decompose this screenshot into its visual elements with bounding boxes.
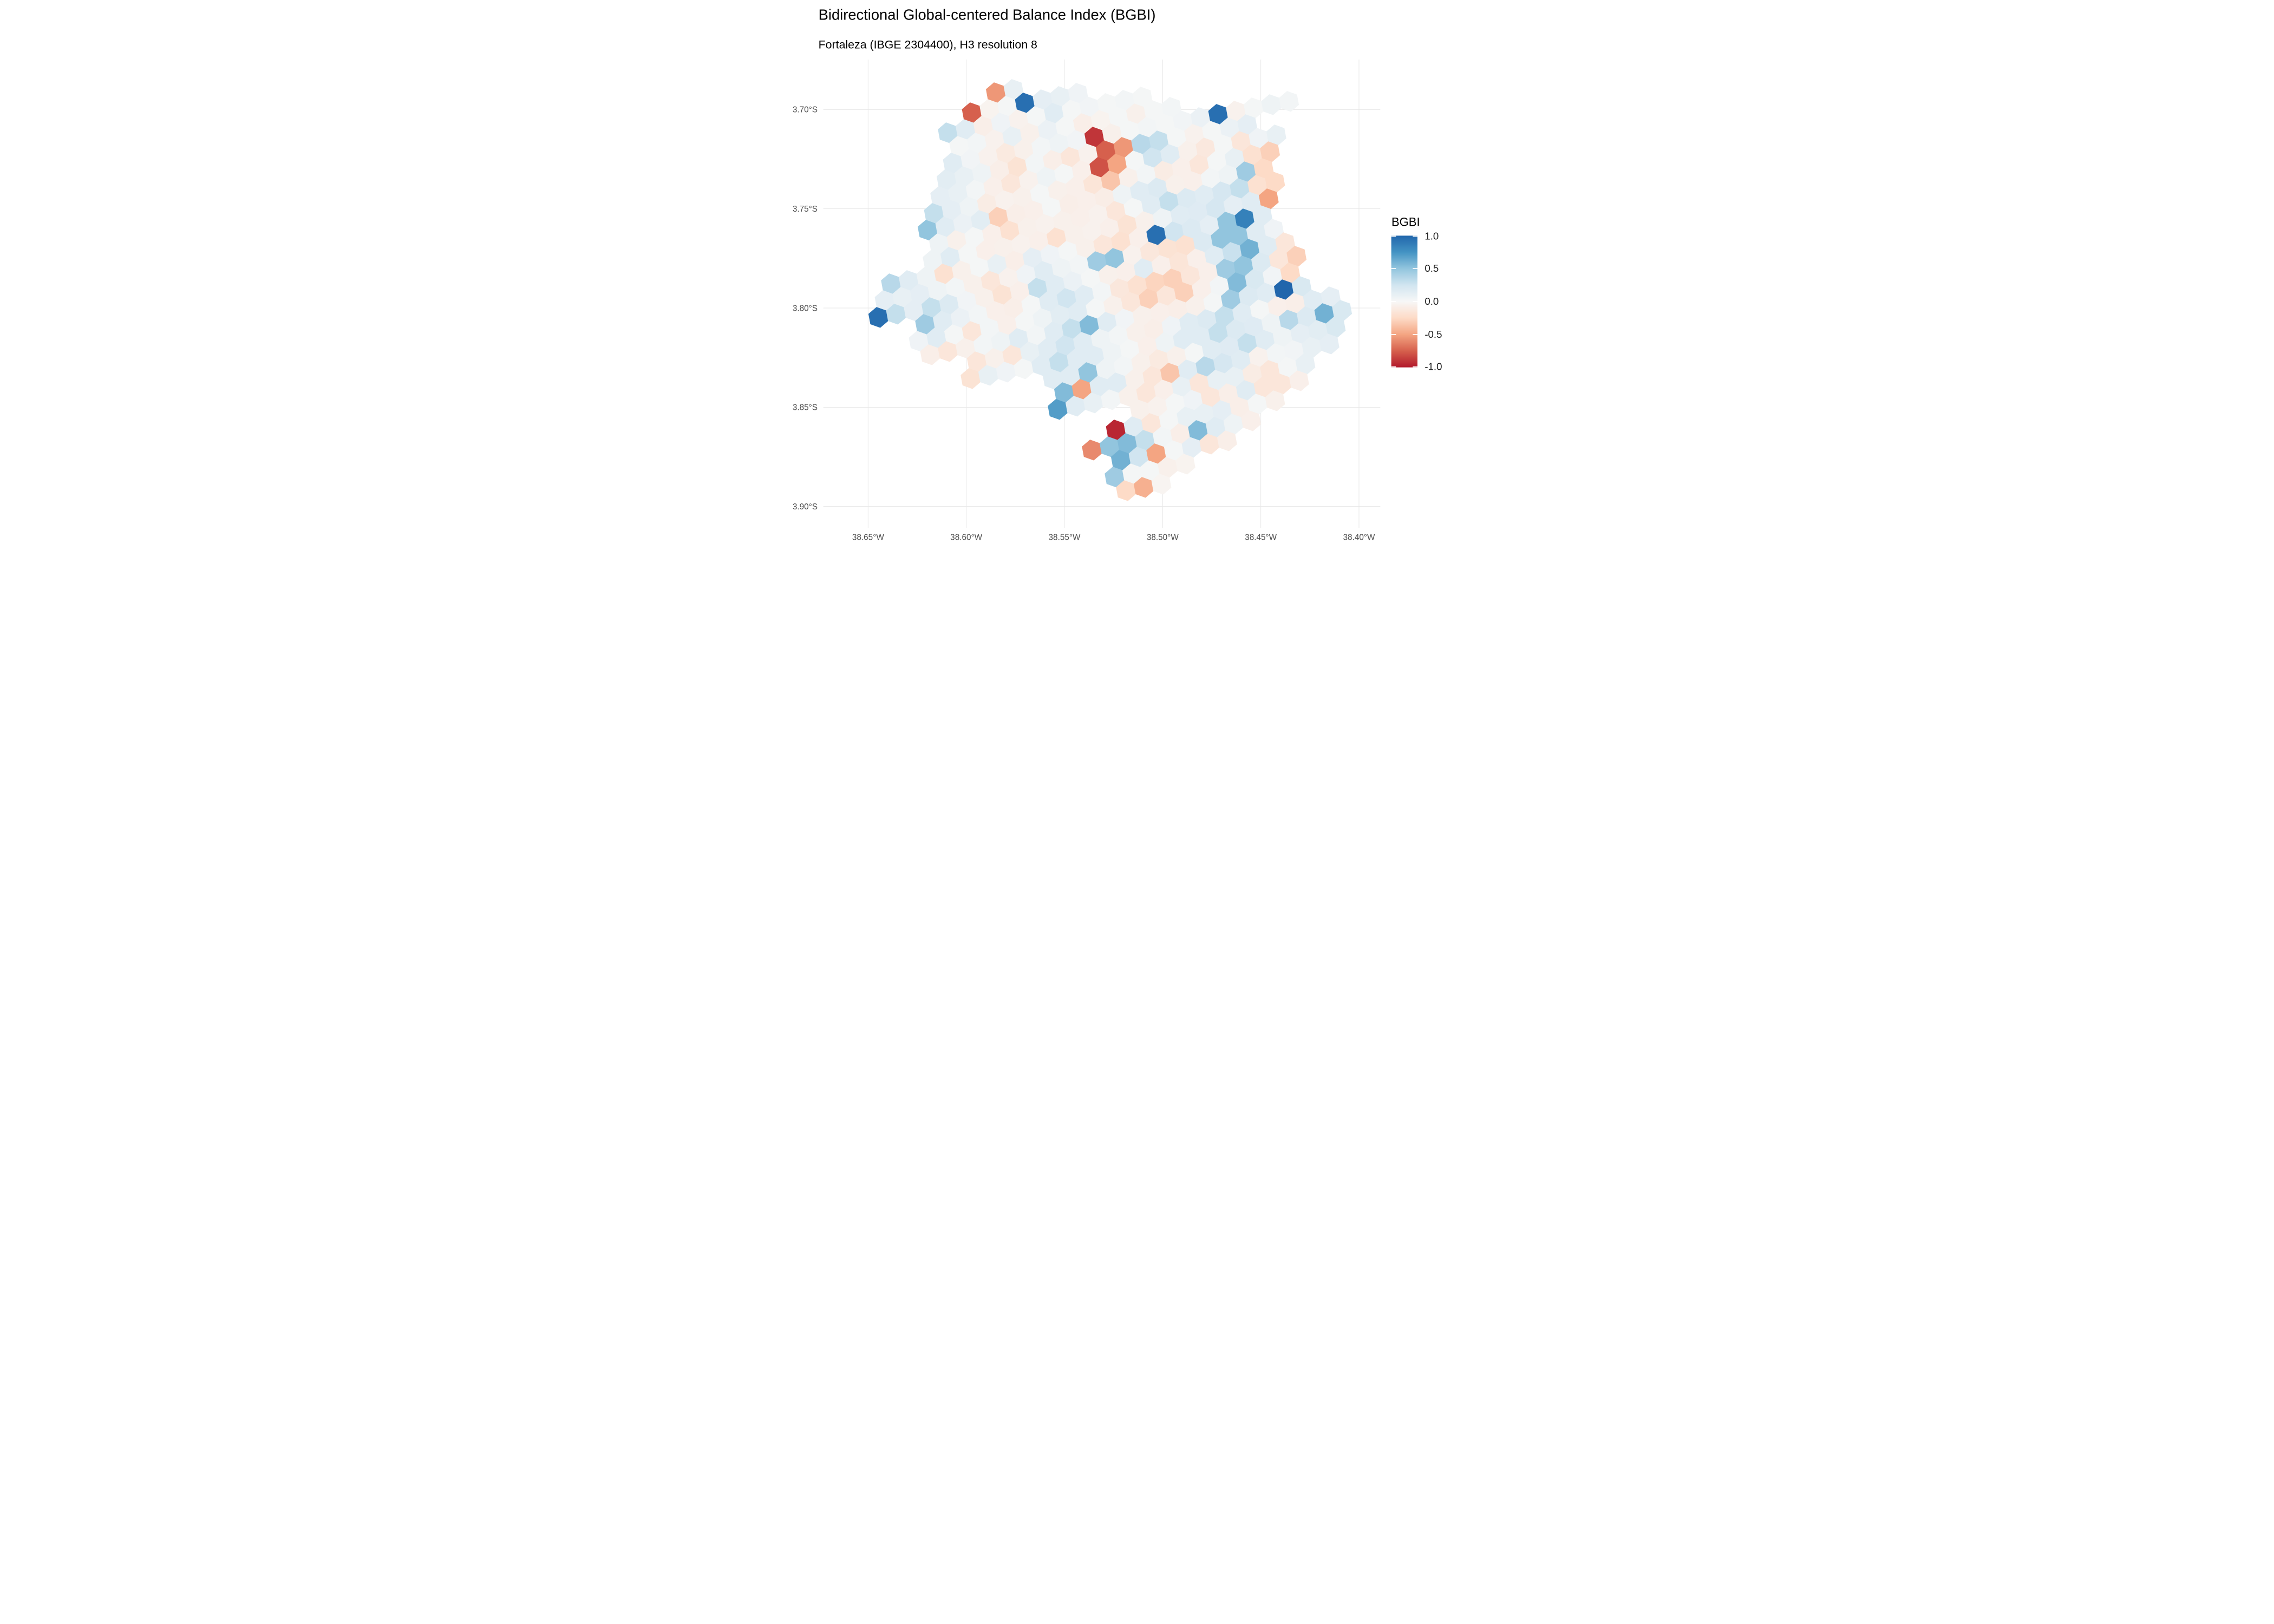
y-tick-label: 3.70°S (793, 106, 818, 115)
hex-cell (1266, 125, 1286, 146)
x-tick-label: 38.55°W (1049, 533, 1081, 541)
plot-page: Bidirectional Global-centered Balance In… (0, 0, 2274, 541)
y-tick-label: 3.75°S (793, 205, 818, 214)
hex-cell (1151, 474, 1172, 495)
bgbi-hexbin-chart: Bidirectional Global-centered Balance In… (758, 0, 1516, 541)
legend-tick-label: 1.0 (1424, 230, 1439, 241)
legend-title: BGBI (1391, 215, 1420, 228)
y-tick-label: 3.85°S (793, 403, 818, 412)
x-tick-label: 38.50°W (1147, 533, 1179, 541)
hex-cell (1265, 172, 1285, 193)
legend-tick-labels: 1.0 0.5 0.0 -0.5 -1.0 (1424, 230, 1442, 372)
x-tick-label: 38.65°W (852, 533, 884, 541)
chart-title: Bidirectional Global-centered Balance In… (819, 6, 1156, 23)
legend-tick-label: 0.5 (1424, 263, 1439, 274)
hex-cell (1217, 430, 1237, 451)
hex-cell (1175, 454, 1195, 475)
legend-tick-marks (1391, 235, 1417, 368)
y-axis-labels: 3.70°S 3.75°S 3.80°S 3.85°S 3.90°S (793, 106, 818, 512)
hex-cell (1319, 333, 1339, 355)
hex-cell (1265, 390, 1285, 411)
hex-cell (1241, 410, 1262, 431)
x-tick-label: 38.60°W (950, 533, 982, 541)
x-axis-labels: 38.65°W 38.60°W 38.55°W 38.50°W 38.45°W 38.40… (852, 533, 1375, 541)
y-tick-label: 3.80°S (793, 304, 818, 313)
hex-cell (1258, 188, 1279, 209)
hex-cell (1286, 246, 1307, 267)
hex-cell (1325, 317, 1346, 338)
hex-cell (1279, 91, 1299, 112)
hex-cell (1289, 370, 1309, 391)
x-tick-label: 38.45°W (1245, 533, 1277, 541)
chart-subtitle: Fortaleza (IBGE 2304400), H3 resolution … (819, 38, 1037, 51)
hexbin-layer (868, 79, 1352, 501)
legend-tick-label: 0.0 (1424, 296, 1439, 307)
hex-cell (1295, 353, 1316, 375)
hex-cell (1332, 300, 1352, 321)
x-tick-label: 38.40°W (1343, 533, 1375, 541)
legend-tick-label: -1.0 (1424, 361, 1442, 372)
y-tick-label: 3.90°S (793, 502, 818, 512)
legend: BGBI 1.0 0.5 0.0 -0.5 -1.0 (1391, 215, 1442, 372)
legend-tick-label: -0.5 (1424, 329, 1442, 340)
hex-cell (1260, 141, 1280, 162)
